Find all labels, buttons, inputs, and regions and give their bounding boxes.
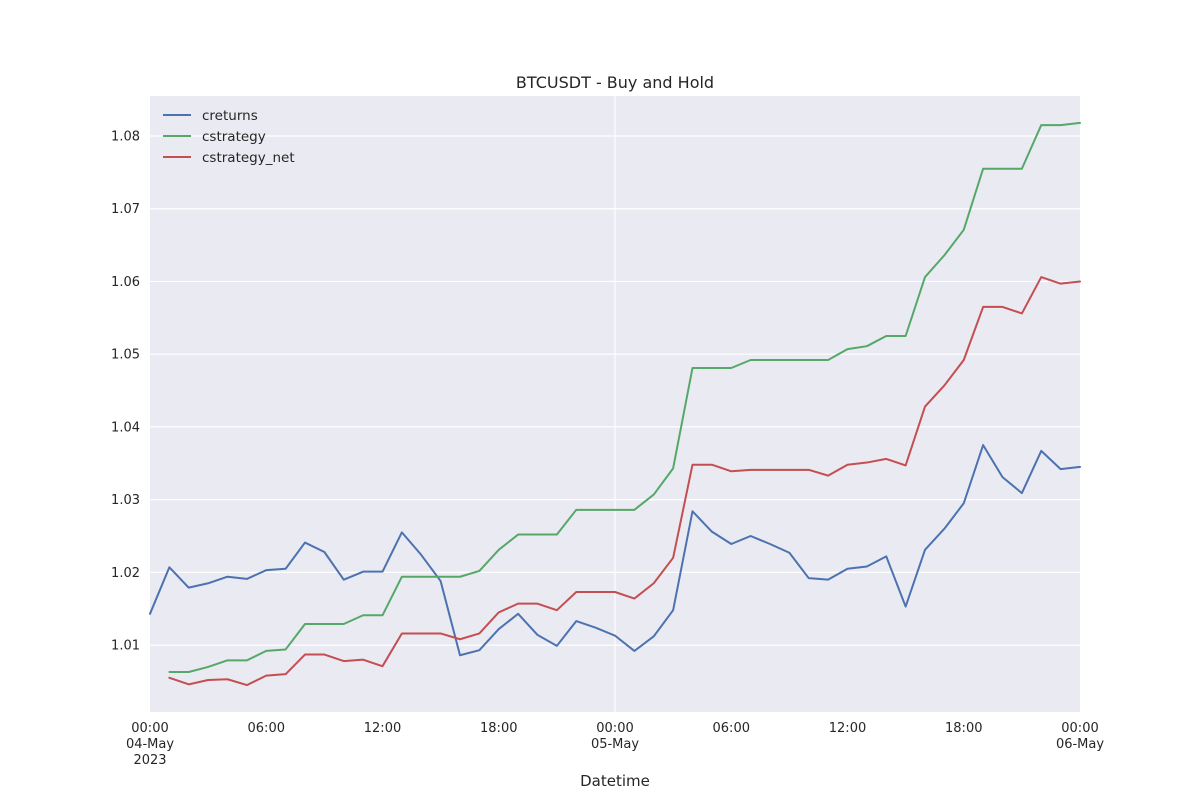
x-tick-label-line: 00:00 (131, 721, 168, 736)
y-tick-label: 1.05 (111, 348, 140, 363)
y-axis: 1.01 1.02 1.03 1.04 1.05 1.06 1.07 1.08 (111, 130, 140, 654)
x-tick-label-line: 00:00 (596, 721, 633, 736)
y-tick-label: 1.08 (111, 130, 140, 145)
grid (150, 96, 1080, 712)
x-tick-label: 06:00 (713, 721, 750, 736)
x-tick-label-line: 04-May (126, 737, 174, 752)
y-tick-label: 1.03 (111, 493, 140, 508)
series-lines (149, 121, 1081, 687)
legend-label: creturns (202, 108, 258, 124)
y-tick-label: 1.02 (111, 566, 140, 581)
x-tick-label: 12:00 (364, 721, 401, 736)
y-tick-label: 1.06 (111, 275, 140, 290)
x-tick-label-line: 12:00 (364, 721, 401, 736)
x-tick-label: 18:00 (480, 721, 517, 736)
x-tick-label-line: 12:00 (829, 721, 866, 736)
x-tick-label-line: 06-May (1056, 737, 1104, 752)
x-tick-label: 00:00 04-May 2023 (126, 721, 174, 768)
y-tick-label: 1.04 (111, 420, 140, 435)
legend-label: cstrategy_net (202, 150, 295, 166)
x-axis-label: Datetime (580, 772, 650, 790)
x-tick-label-line: 06:00 (713, 721, 750, 736)
legend-label: cstrategy (202, 129, 266, 145)
legend: creturns cstrategy cstrategy_net (163, 108, 295, 166)
y-tick-label: 1.01 (111, 639, 140, 654)
x-tick-label-line: 18:00 (945, 721, 982, 736)
x-tick-label-line: 05-May (591, 737, 639, 752)
chart-title: BTCUSDT - Buy and Hold (516, 73, 714, 92)
series-line-cstrategy (168, 121, 1081, 673)
x-tick-label: 06:00 (248, 721, 285, 736)
x-tick-label: 00:00 06-May (1056, 721, 1104, 752)
x-tick-label-line: 06:00 (248, 721, 285, 736)
x-tick-label-line: 18:00 (480, 721, 517, 736)
x-tick-label-line: 2023 (133, 753, 166, 768)
x-tick-label-line: 00:00 (1061, 721, 1098, 736)
y-tick-label: 1.07 (111, 202, 140, 217)
series-line-cstrategy_net (168, 276, 1081, 687)
x-tick-label: 18:00 (945, 721, 982, 736)
series-line-creturns (149, 444, 1081, 657)
x-tick-label: 12:00 (829, 721, 866, 736)
x-tick-label: 00:00 05-May (591, 721, 639, 752)
